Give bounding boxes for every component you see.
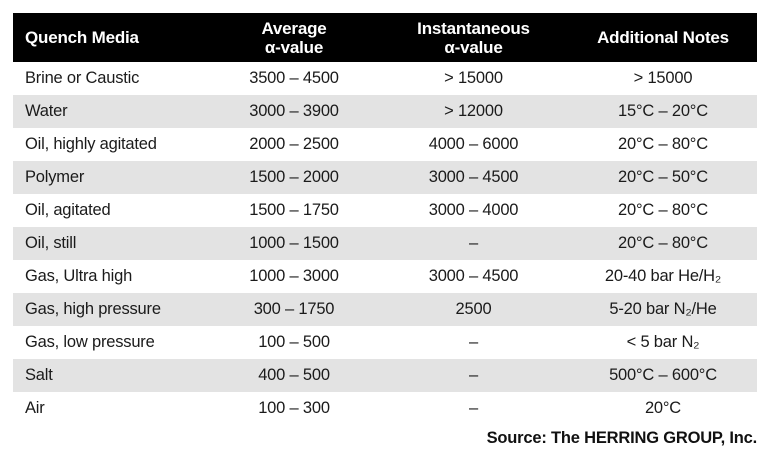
quench-media-table: Quench Media Average α-value Instantaneo… [13, 13, 757, 425]
cell-notes: 500°C – 600°C [609, 366, 717, 384]
cell-average-alpha: 1500 – 2000 [249, 168, 339, 186]
column-header-label: Quench Media [25, 28, 139, 47]
cell-instantaneous-alpha: 3000 – 4500 [428, 168, 519, 186]
cell-notes: 20°C – 50°C [618, 168, 708, 186]
cell-notes: 20°C – 80°C [618, 234, 708, 252]
cell-notes: 5-20 bar N₂/He [609, 300, 717, 318]
cell-instantaneous-alpha: – [469, 399, 478, 417]
source-attribution: Source: The HERRING GROUP, Inc. [486, 429, 758, 447]
cell-instantaneous-alpha: 2500 [455, 300, 492, 318]
column-header-label: α-value [444, 37, 503, 57]
cell-notes: 15°C – 20°C [618, 102, 708, 120]
cell-average-alpha: 300 – 1750 [253, 300, 335, 318]
table-row: Oil, agitated 1500 – 1750 3000 – 4000 20… [13, 194, 757, 227]
cell-average-alpha: 100 – 300 [258, 399, 330, 417]
cell-media: Polymer [25, 168, 85, 186]
column-header-average-alpha: Average α-value [210, 13, 378, 62]
cell-notes: > 15000 [633, 69, 693, 87]
cell-media: Oil, still [25, 234, 77, 252]
cell-average-alpha: 400 – 500 [258, 366, 330, 384]
cell-media: Gas, high pressure [25, 300, 161, 318]
table-row: Salt 400 – 500 – 500°C – 600°C [13, 359, 757, 392]
cell-instantaneous-alpha: > 12000 [444, 102, 503, 120]
cell-instantaneous-alpha: > 15000 [444, 69, 503, 87]
cell-instantaneous-alpha: 3000 – 4000 [428, 201, 519, 219]
column-header-label: Instantaneous [417, 18, 530, 38]
cell-average-alpha: 1500 – 1750 [249, 201, 339, 219]
table-header-row: Quench Media Average α-value Instantaneo… [13, 13, 757, 62]
table-row: Gas, Ultra high 1000 – 3000 3000 – 4500 … [13, 260, 757, 293]
column-header-label: α-value [264, 37, 324, 57]
table-row: Gas, high pressure 300 – 1750 2500 5-20 … [13, 293, 757, 326]
column-header-label: Average [261, 18, 327, 38]
column-header-quench-media: Quench Media [13, 13, 210, 62]
column-header-label: Additional Notes [597, 28, 729, 47]
cell-media: Oil, agitated [25, 201, 111, 219]
cell-instantaneous-alpha: 4000 – 6000 [428, 135, 519, 153]
cell-notes: < 5 bar N₂ [626, 333, 700, 351]
cell-notes: 20-40 bar He/H₂ [604, 267, 722, 285]
cell-media: Oil, highly agitated [25, 135, 157, 153]
cell-instantaneous-alpha: – [469, 333, 478, 351]
cell-average-alpha: 1000 – 3000 [249, 267, 339, 285]
cell-notes: 20°C – 80°C [618, 201, 708, 219]
table-row: Water 3000 – 3900 > 12000 15°C – 20°C [13, 95, 757, 128]
cell-average-alpha: 100 – 500 [258, 333, 330, 351]
cell-instantaneous-alpha: – [469, 366, 478, 384]
cell-media: Water [25, 102, 68, 120]
table-body: Brine or Caustic 3500 – 4500 > 15000 > 1… [13, 62, 757, 425]
cell-average-alpha: 1000 – 1500 [249, 234, 339, 252]
table-row: Polymer 1500 – 2000 3000 – 4500 20°C – 5… [13, 161, 757, 194]
cell-notes: 20°C – 80°C [618, 135, 708, 153]
cell-media: Salt [25, 366, 53, 384]
table-row: Gas, low pressure 100 – 500 – < 5 bar N₂ [13, 326, 757, 359]
table-row: Oil, highly agitated 2000 – 2500 4000 – … [13, 128, 757, 161]
cell-average-alpha: 2000 – 2500 [249, 135, 339, 153]
column-header-instantaneous-alpha: Instantaneous α-value [378, 13, 569, 62]
cell-media: Brine or Caustic [25, 69, 140, 87]
cell-average-alpha: 3500 – 4500 [249, 69, 339, 87]
cell-instantaneous-alpha: 3000 – 4500 [428, 267, 519, 285]
cell-instantaneous-alpha: – [469, 234, 478, 252]
table-row: Air 100 – 300 – 20°C [13, 392, 757, 425]
cell-media: Gas, low pressure [25, 333, 155, 351]
cell-notes: 20°C [644, 399, 682, 417]
cell-media: Air [25, 399, 45, 417]
cell-media: Gas, Ultra high [25, 267, 133, 285]
column-header-additional-notes: Additional Notes [569, 13, 757, 62]
table-row: Brine or Caustic 3500 – 4500 > 15000 > 1… [13, 62, 757, 95]
cell-average-alpha: 3000 – 3900 [249, 102, 339, 120]
table-row: Oil, still 1000 – 1500 – 20°C – 80°C [13, 227, 757, 260]
